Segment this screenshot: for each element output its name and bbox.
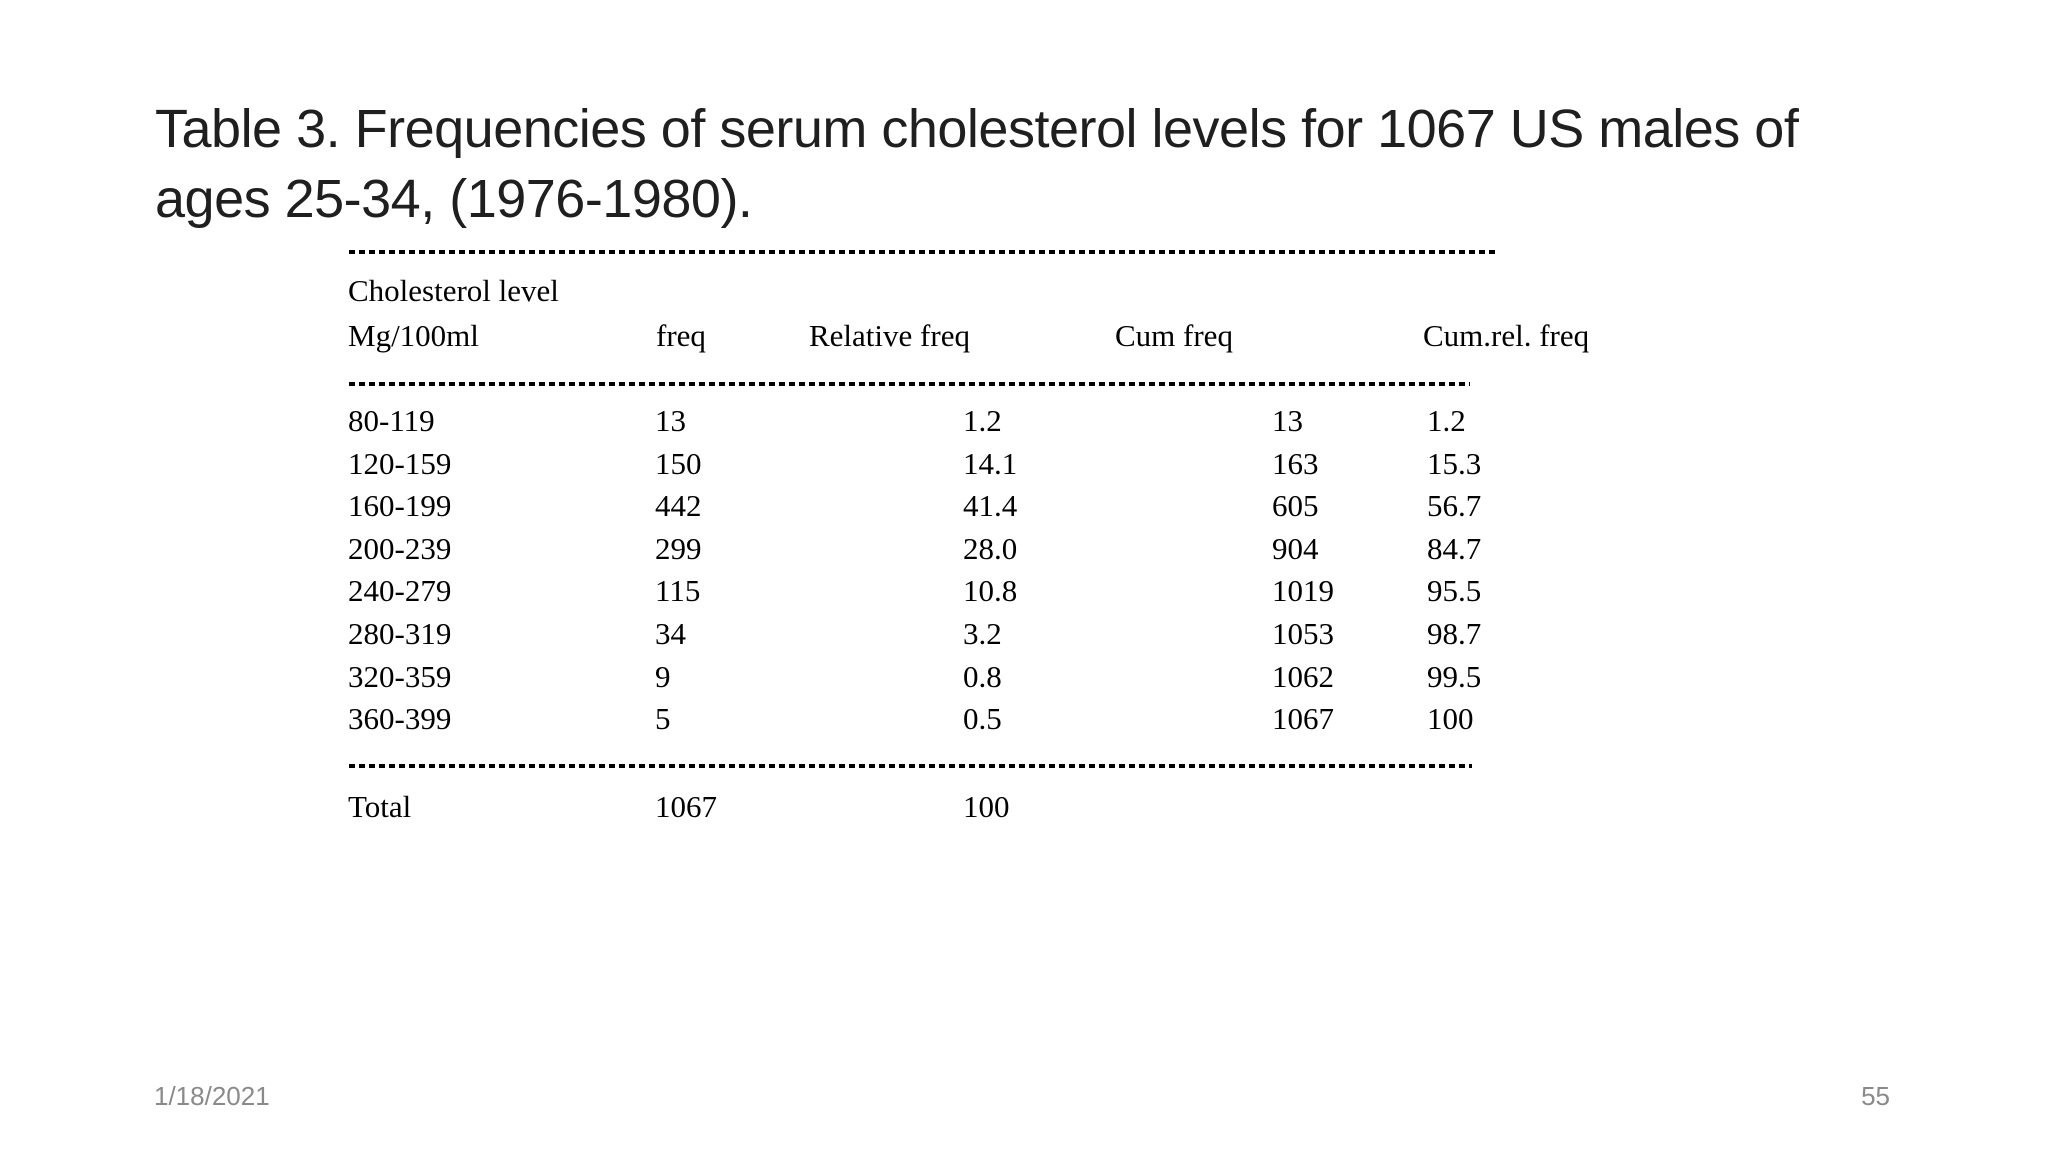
table-group-label: Cholesterol level — [348, 273, 559, 308]
column-header-freq: freq — [656, 318, 706, 353]
cell-cum-rel-freq: 56.7 — [1427, 488, 1482, 524]
cell-freq: 150 — [655, 445, 702, 481]
cell-cum-rel-freq: 99.5 — [1427, 658, 1482, 694]
cell-cum-rel-freq: 84.7 — [1427, 530, 1482, 566]
cell-range: 160-199 — [348, 488, 452, 524]
cell-cum-freq: 904 — [1272, 530, 1319, 566]
cell-cum-freq: 1062 — [1272, 658, 1334, 694]
table-row: 240-279 115 10.8 1019 95.5 — [0, 575, 2048, 618]
cell-range: 240-279 — [348, 573, 452, 609]
cell-cum-rel-freq: 98.7 — [1427, 615, 1482, 651]
cell-cum-freq: 13 — [1272, 403, 1303, 438]
cell-relative-freq: 28.0 — [963, 530, 1018, 566]
cell-freq: 442 — [655, 488, 702, 524]
total-relative-freq: 100 — [963, 789, 1010, 824]
dashed-separator-bottom — [349, 764, 1472, 768]
cell-relative-freq: 0.5 — [963, 701, 1002, 737]
cell-freq: 13 — [655, 403, 686, 438]
cell-range: 120-159 — [348, 445, 452, 481]
cell-cum-freq: 605 — [1272, 488, 1319, 524]
cell-range: 320-359 — [348, 658, 452, 694]
cell-freq: 299 — [655, 530, 702, 566]
cell-cum-freq: 163 — [1272, 445, 1319, 481]
cell-range: 280-319 — [348, 615, 452, 651]
cell-cum-freq: 1019 — [1272, 573, 1334, 609]
table-row: 200-239 299 28.0 904 84.7 — [0, 530, 2048, 576]
cell-cum-rel-freq: 95.5 — [1427, 573, 1482, 609]
cell-freq: 9 — [655, 658, 671, 694]
cell-cum-freq: 1067 — [1272, 701, 1334, 737]
cell-cum-rel-freq: 15.3 — [1427, 445, 1482, 481]
cell-cum-rel-freq: 100 — [1427, 701, 1474, 737]
page-title: Table 3. Frequencies of serum cholestero… — [155, 94, 1915, 234]
column-header-cum-rel-freq: Cum.rel. freq — [1423, 318, 1590, 353]
table-row: 120-159 150 14.1 163 15.3 — [0, 445, 2048, 491]
dashed-separator-header — [349, 382, 1470, 386]
cell-relative-freq: 0.8 — [963, 658, 1002, 694]
cell-freq: 115 — [655, 573, 701, 609]
column-header-relative-freq: Relative freq — [809, 318, 970, 353]
table-row: 280-319 34 3.2 1053 98.7 — [0, 615, 2048, 661]
title-line-1: Table 3. Frequencies of serum cholestero… — [155, 99, 1799, 159]
table-total-row: Total 1067 100 — [0, 789, 2048, 834]
total-label: Total — [348, 789, 412, 824]
slide-number: 55 — [1861, 1081, 1890, 1111]
cell-relative-freq: 10.8 — [963, 573, 1018, 609]
cell-cum-freq: 1053 — [1272, 615, 1334, 651]
dashed-separator-top — [349, 250, 1499, 254]
cell-relative-freq: 41.4 — [963, 488, 1018, 524]
footer-date: 1/18/2021 — [154, 1081, 270, 1111]
cell-relative-freq: 14.1 — [963, 445, 1018, 481]
cell-freq: 5 — [655, 701, 671, 737]
total-freq: 1067 — [655, 789, 717, 824]
cell-range: 80-119 — [348, 403, 435, 438]
cell-relative-freq: 3.2 — [963, 615, 1002, 651]
table-body: 80-119 13 1.2 13 1.2 120-159 150 14.1 16… — [0, 403, 2048, 746]
column-header-mg-100ml: Mg/100ml — [348, 318, 479, 353]
cell-range: 200-239 — [348, 530, 452, 566]
table-row: 320-359 9 0.8 1062 99.5 — [0, 658, 2048, 704]
table-row: 360-399 5 0.5 1067 100 — [0, 703, 2048, 746]
cell-relative-freq: 1.2 — [963, 403, 1002, 438]
table-row: 80-119 13 1.2 13 1.2 — [0, 403, 2048, 448]
title-line-2: ages 25-34, (1976-1980). — [155, 169, 753, 229]
cell-range: 360-399 — [348, 701, 452, 737]
column-header-cum-freq: Cum freq — [1115, 318, 1233, 353]
cell-cum-rel-freq: 1.2 — [1427, 403, 1466, 438]
table-row: 160-199 442 41.4 605 56.7 — [0, 490, 2048, 533]
cell-freq: 34 — [655, 615, 686, 651]
